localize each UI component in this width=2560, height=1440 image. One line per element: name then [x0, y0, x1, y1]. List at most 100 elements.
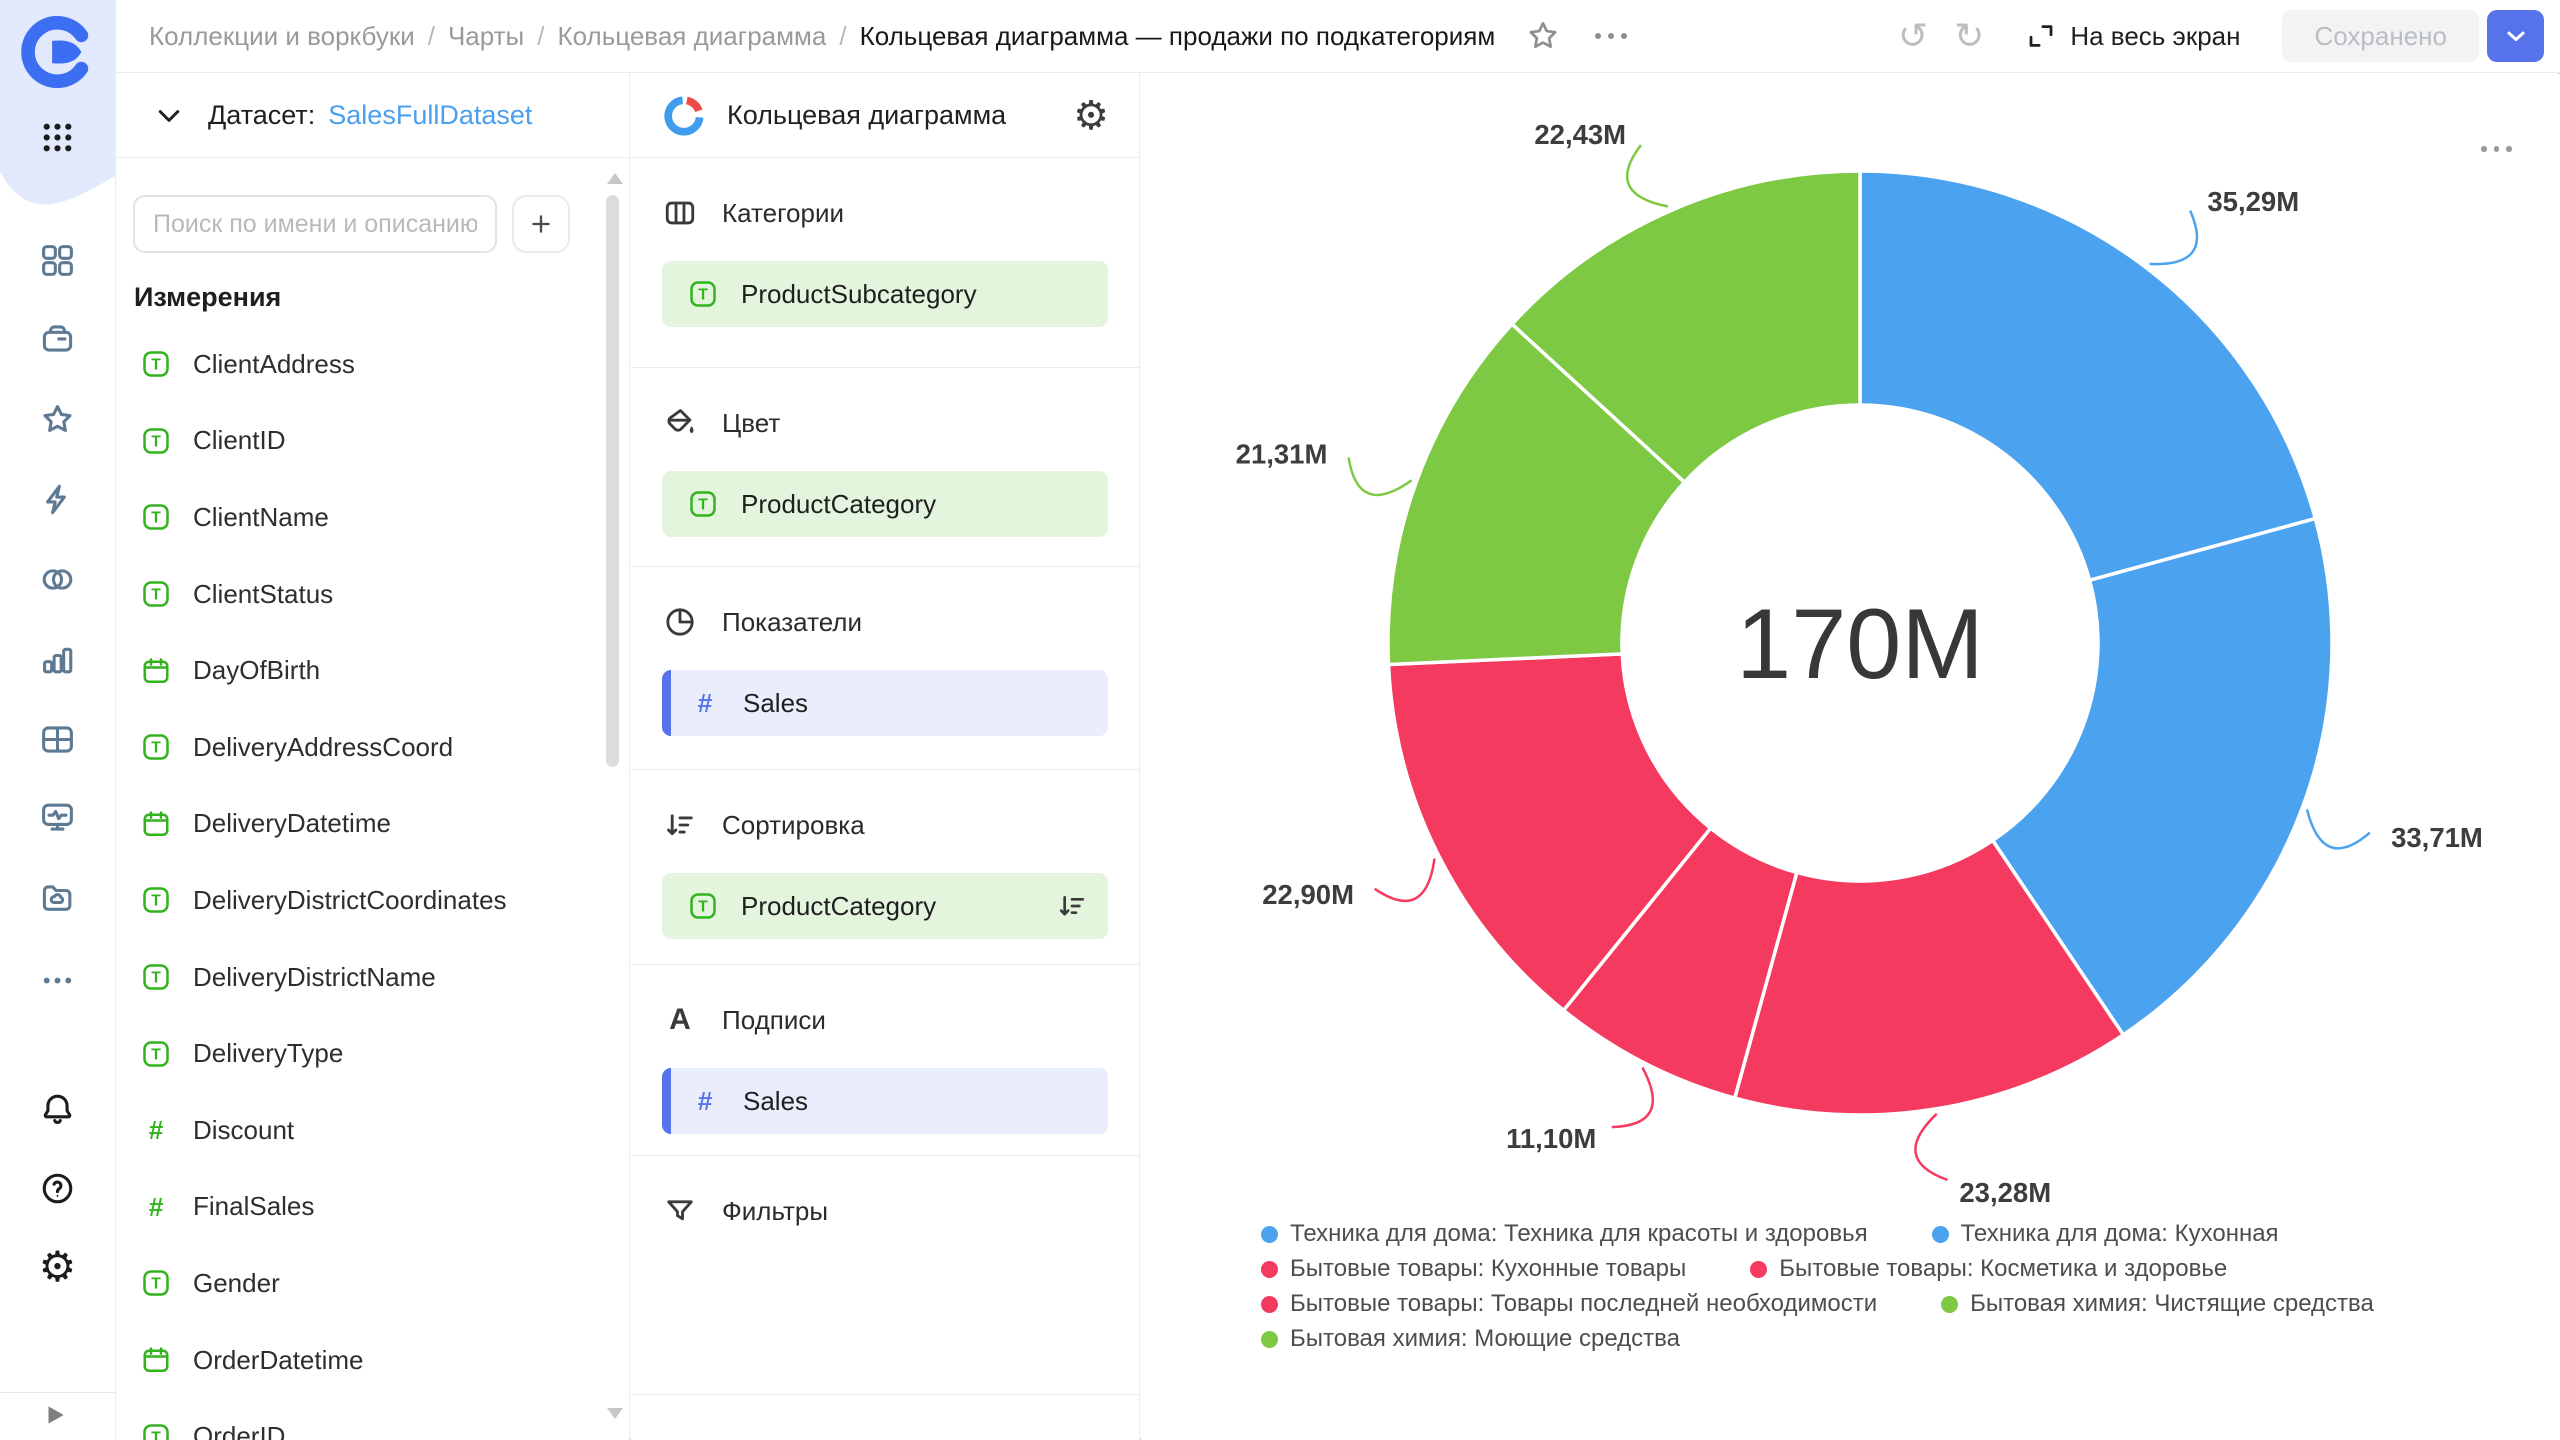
collections-icon[interactable] — [35, 316, 80, 361]
legend-item[interactable]: Бытовая химия: Моющие средства — [1261, 1325, 1680, 1353]
breadcrumb-link[interactable]: Коллекции и воркбуки — [149, 20, 415, 51]
legend-marker — [1261, 1330, 1278, 1348]
field-DayOfBirth[interactable]: DayOfBirth — [116, 632, 606, 709]
donut-slice-5[interactable] — [1386, 322, 1687, 667]
section-label: Цвет — [722, 407, 781, 438]
config-item-ProductSubcategory[interactable]: T ProductSubcategory — [662, 261, 1108, 327]
donut-slice-0[interactable] — [1858, 169, 2318, 583]
field-DeliveryDistrictCoordinates[interactable]: T DeliveryDistrictCoordinates — [116, 862, 606, 939]
expand-sidebar-icon[interactable] — [42, 1402, 68, 1428]
section-Показатели: Показатели # Sales — [631, 567, 1139, 770]
labels-a-icon: A — [669, 1003, 691, 1036]
more-icon[interactable] — [35, 958, 80, 1003]
date-icon — [141, 1345, 171, 1375]
scroll-up-arrow[interactable] — [607, 173, 623, 184]
svg-text:T: T — [151, 587, 161, 604]
fullscreen-label[interactable]: На весь экран — [2070, 20, 2241, 51]
connections-lightning-icon[interactable] — [35, 477, 80, 522]
scroll-down-arrow[interactable] — [607, 1408, 623, 1419]
config-item-ProductCategory[interactable]: T ProductCategory — [662, 471, 1108, 537]
services-grid-icon[interactable] — [35, 238, 80, 283]
field-DeliveryDistrictName[interactable]: T DeliveryDistrictName — [116, 939, 606, 1016]
string-icon: T — [141, 885, 171, 915]
legend-item[interactable]: Бытовые товары: Товары последней необход… — [1261, 1290, 1877, 1318]
breadcrumb-separator: / — [427, 20, 435, 51]
config-item-Sales[interactable]: # Sales — [662, 1068, 1108, 1134]
field-name: DeliveryDistrictCoordinates — [193, 884, 507, 915]
save-dropdown-button[interactable] — [2487, 10, 2544, 62]
chevron-down-icon[interactable] — [154, 101, 184, 131]
svg-text:T: T — [151, 893, 161, 910]
legend-item[interactable]: Бытовая химия: Чистящие средства — [1941, 1290, 2374, 1318]
sort-direction-icon[interactable] — [1056, 890, 1088, 922]
donut-slice-2[interactable] — [1732, 838, 2126, 1117]
svg-text:T: T — [151, 433, 161, 450]
field-ClientStatus[interactable]: T ClientStatus — [116, 556, 606, 633]
legend-item[interactable]: Бытовые товары: Кухонные товары — [1261, 1255, 1686, 1283]
number-icon: # — [141, 1192, 171, 1222]
slice-connector — [1625, 144, 1669, 208]
undo-icon[interactable]: ↺ — [1898, 15, 1929, 56]
help-icon[interactable] — [35, 1166, 80, 1211]
donut-slice-1[interactable] — [1990, 516, 2334, 1037]
field-FinalSales[interactable]: # FinalSales — [116, 1169, 606, 1246]
field-ClientName[interactable]: T ClientName — [116, 479, 606, 556]
dataset-panel: Датасет: SalesFullDataset Измерения T Cli… — [116, 74, 630, 1440]
slice-connector — [2305, 809, 2371, 850]
chevron-down-icon — [2506, 31, 2525, 42]
field-DeliveryType[interactable]: T DeliveryType — [116, 1015, 606, 1092]
storage-folder-icon[interactable] — [35, 876, 80, 921]
charts-bar-icon[interactable] — [35, 637, 80, 682]
breadcrumb-link[interactable]: Кольцевая диаграмма — [557, 20, 827, 51]
donut-slice-6[interactable] — [1510, 169, 1862, 484]
slice-label: 35,29M — [2207, 186, 2299, 217]
scrollbar-thumb[interactable] — [606, 195, 619, 767]
legend-marker — [1931, 1225, 1949, 1243]
star-icon[interactable] — [1525, 18, 1561, 54]
field-name: DeliveryDatetime — [193, 808, 391, 839]
legend-item[interactable]: Бытовые товары: Косметика и здоровье — [1750, 1255, 2227, 1283]
field-OrderDatetime[interactable]: OrderDatetime — [116, 1322, 606, 1399]
saved-button[interactable]: Сохранено — [2282, 10, 2479, 62]
search-input[interactable] — [133, 195, 497, 253]
legend-item[interactable]: Техника для дома: Кухонная — [1931, 1220, 2279, 1248]
dashboards-table-icon[interactable] — [35, 717, 80, 762]
more-icon[interactable] — [1595, 33, 1628, 39]
dataset-name-link[interactable]: SalesFullDataset — [328, 100, 533, 130]
monitoring-icon[interactable] — [35, 795, 80, 840]
favorites-star-icon[interactable] — [35, 397, 80, 442]
datalens-logo[interactable] — [18, 13, 96, 91]
section-header: Показатели — [662, 601, 1108, 643]
config-sections: Категории T ProductSubcategory Цвет T Product… — [631, 158, 1139, 1395]
gear-icon[interactable]: ⚙ — [1073, 93, 1109, 138]
redo-icon[interactable]: ↻ — [1954, 15, 1985, 56]
field-Gender[interactable]: T Gender — [116, 1245, 606, 1322]
legend-item[interactable]: Техника для дома: Техника для красоты и … — [1261, 1220, 1868, 1248]
donut-center-total: 170M — [1736, 588, 1984, 699]
add-field-button[interactable] — [512, 195, 570, 253]
apps-grid-icon[interactable] — [35, 115, 80, 160]
ellipsis-menu-icon[interactable] — [2475, 140, 2518, 158]
field-Discount[interactable]: # Discount — [116, 1092, 606, 1169]
donut-slice-4[interactable] — [1386, 652, 1713, 1013]
field-name: ClientID — [193, 425, 286, 456]
datasets-circles-icon[interactable] — [35, 557, 80, 602]
section-header: Категории — [662, 192, 1108, 234]
notifications-bell-icon[interactable] — [35, 1086, 80, 1131]
field-ClientID[interactable]: T ClientID — [116, 403, 606, 480]
field-DeliveryAddressCoord[interactable]: T DeliveryAddressCoord — [116, 709, 606, 786]
breadcrumb: Коллекции и воркбуки / Чарты / Кольцевая диа… — [149, 21, 1495, 52]
settings-gear-icon[interactable]: ⚙ — [38, 1242, 77, 1290]
field-ClientAddress[interactable]: T ClientAddress — [116, 326, 606, 403]
breadcrumb-link[interactable]: Чарты — [447, 20, 525, 51]
field-DeliveryDatetime[interactable]: DeliveryDatetime — [116, 786, 606, 863]
legend-row: Бытовые товары: Кухонные товары Бытовые т… — [1261, 1255, 2374, 1283]
field-name: DeliveryType — [193, 1038, 344, 1069]
slice-connector — [1914, 1112, 1948, 1182]
field-name: ClientName — [193, 501, 329, 532]
config-item-Sales[interactable]: # Sales — [662, 670, 1108, 736]
config-item-ProductCategory[interactable]: T ProductCategory — [662, 873, 1108, 939]
field-OrderID[interactable]: T OrderID — [116, 1398, 606, 1440]
fullscreen-icon[interactable] — [2026, 21, 2056, 51]
donut-chart-icon[interactable] — [663, 95, 705, 137]
